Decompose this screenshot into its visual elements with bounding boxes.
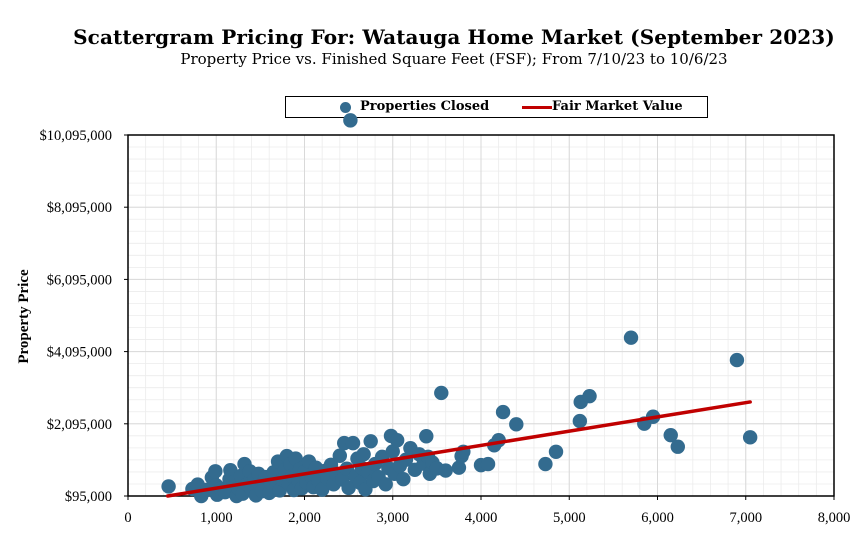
data-point	[208, 464, 223, 479]
data-point	[332, 448, 347, 463]
data-point	[396, 472, 411, 487]
data-point	[385, 444, 400, 459]
y-tick-label: $2,095,000	[47, 417, 112, 433]
data-point	[742, 430, 758, 445]
data-point	[356, 447, 371, 462]
data-point	[363, 434, 378, 449]
y-axis-label: Property Price	[16, 269, 32, 364]
y-tick-label: $95,000	[65, 489, 112, 505]
x-tick-label: 1,000	[200, 510, 233, 526]
data-point	[438, 463, 453, 478]
x-tick-label: 8,000	[818, 510, 851, 526]
x-tick-label: 0	[124, 510, 131, 526]
x-tick-label: 5,000	[553, 510, 586, 526]
data-point	[670, 439, 685, 454]
data-point	[538, 456, 553, 472]
data-point	[341, 480, 356, 496]
data-point	[389, 433, 405, 448]
data-point	[343, 113, 358, 128]
y-tick-label: $8,095,000	[47, 200, 112, 216]
data-point	[480, 456, 496, 472]
data-point	[419, 429, 434, 444]
data-point	[582, 388, 597, 404]
chart-subtitle: Property Price vs. Finished Square Feet …	[180, 50, 728, 68]
data-point	[548, 444, 564, 459]
y-tick-label: $6,095,000	[47, 272, 112, 288]
x-tick-label: 4,000	[465, 510, 498, 526]
x-tick-label: 3,000	[376, 510, 409, 526]
x-tick-label: 6,000	[641, 510, 674, 526]
data-point	[378, 477, 393, 492]
x-tick-label: 2,000	[288, 510, 321, 526]
legend-label-fair-market-value: Fair Market Value	[552, 99, 683, 114]
data-point	[223, 462, 238, 478]
data-point	[572, 413, 588, 429]
chart-title: Scattergram Pricing For: Watauga Home Ma…	[73, 25, 835, 49]
y-tick-label: $10,095,000	[40, 128, 113, 144]
y-tick-label: $4,095,000	[47, 345, 112, 361]
data-point	[434, 385, 449, 401]
fair-market-value-line	[165, 400, 752, 498]
chart-legend: Properties Closed Fair Market Value	[285, 96, 708, 118]
data-point	[314, 482, 330, 497]
legend-points-marker	[340, 102, 351, 113]
data-point	[345, 435, 361, 451]
data-point	[623, 330, 639, 345]
x-tick-label: 7,000	[729, 510, 762, 526]
legend-label-properties-closed: Properties Closed	[360, 99, 490, 114]
data-point	[451, 460, 467, 475]
data-point	[509, 417, 524, 432]
data-point	[161, 479, 176, 494]
legend-trend-line	[522, 106, 552, 109]
data-point	[663, 427, 678, 443]
data-point	[495, 404, 511, 420]
data-point	[729, 352, 745, 368]
